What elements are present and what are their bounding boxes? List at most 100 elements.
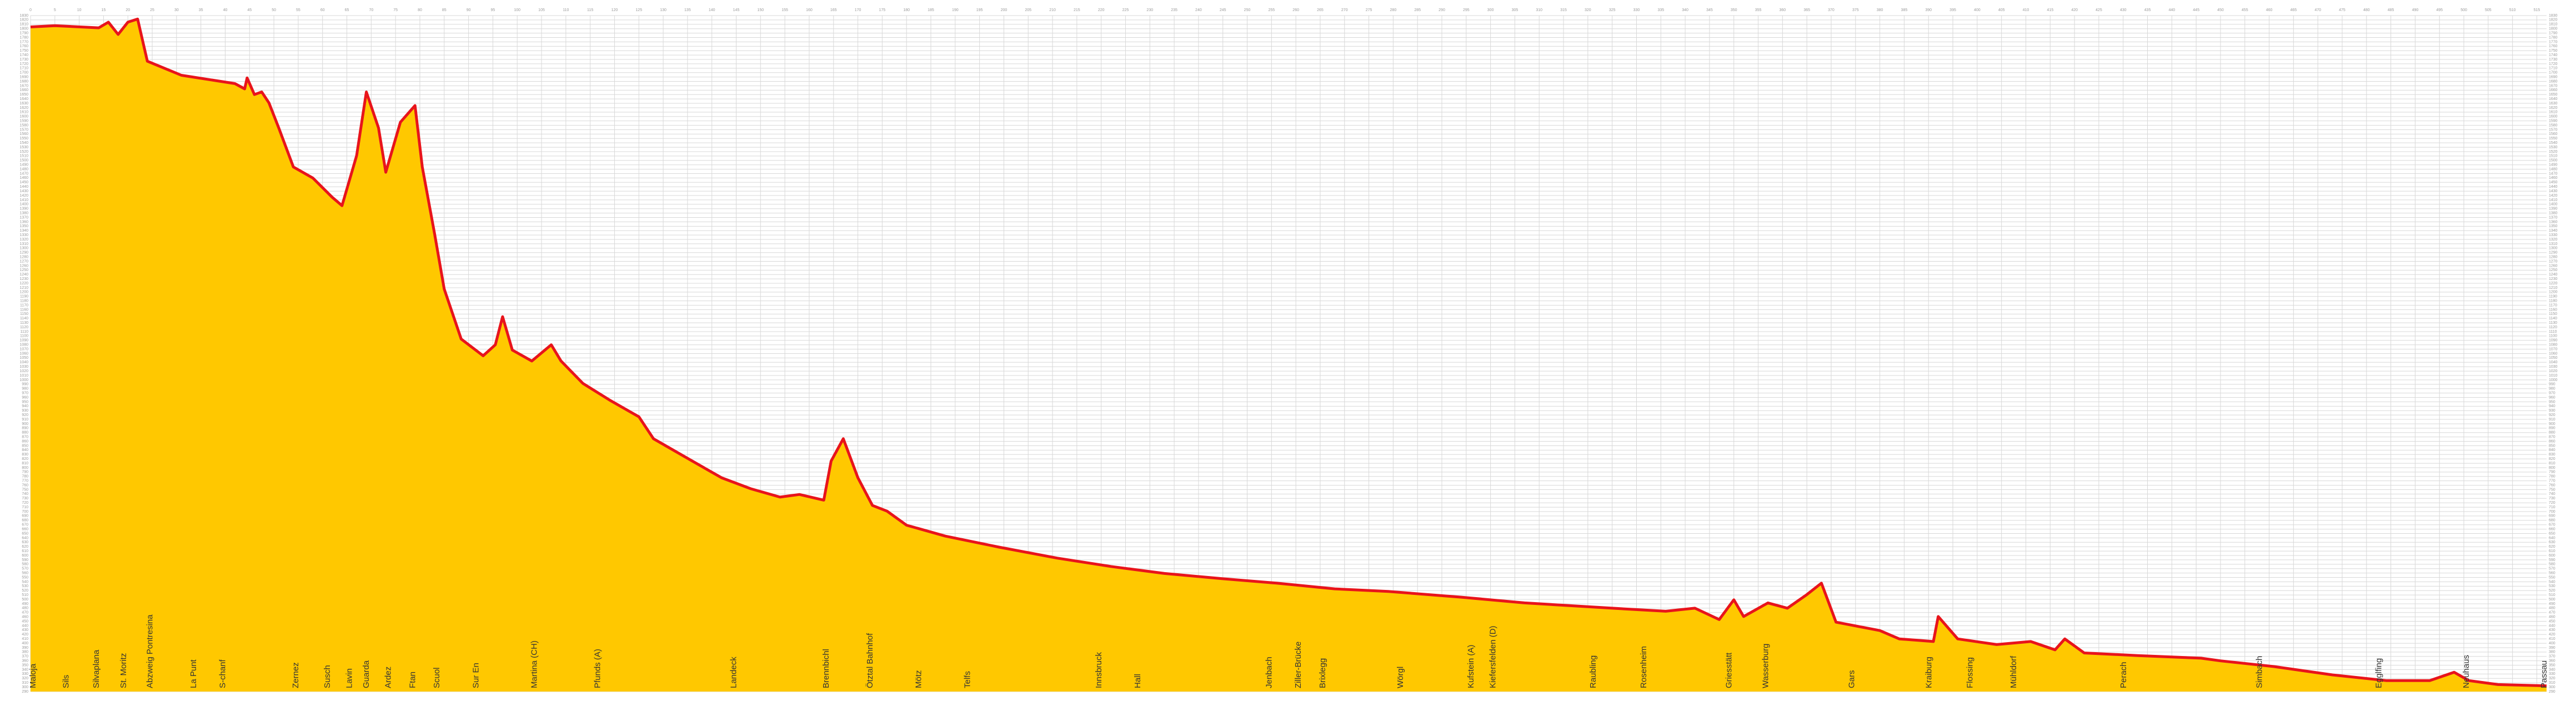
y-tick-label-right: 1190: [2549, 295, 2557, 299]
y-tick-label-right: 1610: [2549, 111, 2558, 114]
x-tick-label: 325: [1609, 8, 1616, 12]
y-tick-label: 820: [22, 457, 28, 461]
y-tick-label: 880: [22, 431, 28, 435]
y-tick-label: 620: [22, 545, 28, 549]
y-tick-label: 1260: [19, 264, 28, 268]
y-tick-label-right: 950: [2549, 400, 2555, 404]
y-tick-label: 810: [22, 462, 28, 465]
y-tick-label: 1310: [19, 242, 28, 246]
y-tick-label: 530: [22, 584, 28, 588]
y-tick-label-right: 660: [2549, 527, 2555, 531]
place-label: Kufstein (A): [1466, 645, 1476, 688]
y-tick-label: 1760: [19, 44, 28, 48]
y-tick-label: 1480: [19, 167, 28, 171]
place-label: Martina (CH): [529, 640, 539, 688]
y-tick-label: 1000: [19, 378, 28, 382]
y-tick-label-right: 810: [2549, 462, 2555, 465]
y-tick-label: 1110: [20, 330, 28, 334]
x-tick-label: 75: [393, 8, 398, 12]
x-tick-label: 170: [855, 8, 861, 12]
y-tick-label: 890: [22, 427, 28, 430]
y-tick-label: 310: [22, 681, 28, 685]
place-label: Sils: [62, 675, 71, 688]
y-tick-label-right: 1070: [2549, 347, 2558, 351]
y-tick-label-right: 1530: [2549, 146, 2558, 149]
y-tick-label: 1740: [19, 53, 28, 57]
y-tick-label: 1530: [19, 146, 28, 149]
y-tick-label: 370: [22, 655, 28, 659]
y-tick-label: 1520: [19, 150, 28, 154]
x-tick-label: 40: [223, 8, 228, 12]
y-tick-label: 1660: [19, 88, 28, 92]
y-tick-label: 650: [22, 532, 28, 535]
y-tick-label: 1170: [20, 303, 28, 307]
y-tick-label-right: 1140: [2549, 317, 2557, 321]
y-tick-label: 1830: [19, 14, 28, 18]
y-tick-label-right: 1110: [2549, 330, 2557, 334]
y-tick-label-right: 770: [2549, 479, 2555, 483]
x-tick-label: 475: [2339, 8, 2346, 12]
y-tick-label: 870: [22, 435, 28, 439]
y-tick-label: 440: [22, 624, 28, 628]
y-tick-label-right: 460: [2549, 615, 2555, 619]
y-tick-label-right: 470: [2549, 611, 2555, 615]
y-tick-label-right: 1060: [2549, 352, 2558, 355]
y-tick-label-right: 1290: [2549, 251, 2558, 255]
y-tick-label: 330: [22, 672, 28, 676]
y-tick-label-right: 1510: [2549, 154, 2558, 158]
y-tick-label-right: 1390: [2549, 207, 2558, 211]
x-tick-label: 285: [1414, 8, 1421, 12]
x-tick-label: 390: [1925, 8, 1932, 12]
y-tick-label: 420: [22, 633, 28, 637]
x-tick-label: 270: [1341, 8, 1348, 12]
x-tick-label: 90: [467, 8, 471, 12]
x-tick-label: 450: [2217, 8, 2224, 12]
y-tick-label-right: 1160: [2549, 308, 2557, 312]
y-tick-label-right: 1740: [2549, 53, 2558, 57]
y-tick-label-right: 640: [2549, 536, 2555, 540]
y-tick-label-right: 1550: [2549, 137, 2558, 141]
y-tick-label-right: 1130: [2549, 321, 2557, 325]
y-tick-label: 730: [22, 497, 28, 500]
y-tick-label: 1020: [19, 369, 28, 373]
y-tick-label: 830: [22, 453, 28, 457]
x-tick-label: 235: [1171, 8, 1177, 12]
y-tick-label: 1590: [19, 119, 28, 123]
y-tick-label-right: 1780: [2549, 36, 2558, 39]
y-tick-label-right: 790: [2549, 470, 2555, 474]
x-tick-label: 400: [1974, 8, 1981, 12]
y-tick-label-right: 680: [2549, 519, 2555, 523]
x-tick-label: 230: [1146, 8, 1153, 12]
y-tick-label: 1350: [19, 224, 28, 228]
y-tick-label: 1210: [19, 286, 28, 290]
y-tick-label-right: 330: [2549, 672, 2555, 676]
place-label: Simbach: [2255, 656, 2264, 688]
y-tick-label-right: 310: [2549, 681, 2555, 685]
y-tick-label: 570: [22, 567, 28, 571]
y-tick-label-right: 830: [2549, 453, 2555, 457]
y-tick-label: 670: [22, 523, 28, 527]
y-tick-label-right: 290: [2549, 690, 2555, 694]
y-tick-label: 770: [22, 479, 28, 483]
y-tick-label: 520: [22, 589, 28, 593]
x-tick-label: 435: [2144, 8, 2151, 12]
y-tick-label: 640: [22, 536, 28, 540]
x-tick-label: 205: [1025, 8, 1031, 12]
x-tick-label: 300: [1487, 8, 1494, 12]
y-tick-label: 760: [22, 483, 28, 487]
x-tick-label: 80: [418, 8, 422, 12]
y-tick-label-right: 1450: [2549, 181, 2558, 184]
y-tick-label-right: 1820: [2549, 18, 2558, 22]
y-tick-label: 380: [22, 650, 28, 654]
y-tick-label: 1330: [19, 233, 28, 237]
y-tick-label: 400: [22, 642, 28, 645]
y-tick-label: 920: [22, 413, 28, 417]
y-tick-label: 720: [22, 501, 28, 505]
y-tick-label: 1670: [19, 84, 28, 88]
y-tick-label-right: 1400: [2549, 203, 2558, 207]
y-tick-label: 1290: [19, 251, 28, 255]
y-tick-label-right: 1360: [2549, 220, 2558, 224]
y-tick-label-right: 760: [2549, 483, 2555, 487]
y-tick-label-right: 1030: [2549, 365, 2558, 369]
place-label: Hall: [1133, 674, 1142, 688]
